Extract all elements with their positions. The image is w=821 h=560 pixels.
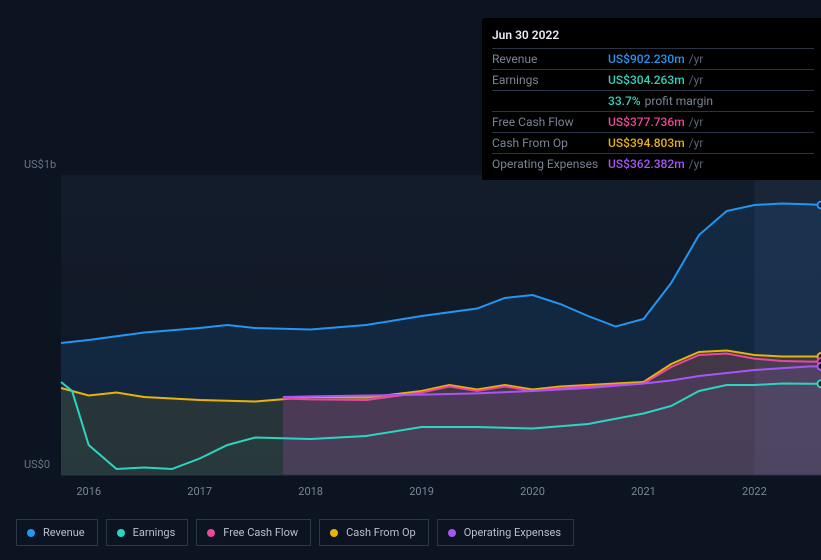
tooltip-metric-value: US$362.382m <box>608 157 685 171</box>
legend-swatch-icon <box>330 529 338 537</box>
tooltip-unit: /yr <box>689 73 704 87</box>
tooltip-row: RevenueUS$902.230m/yr <box>492 48 814 69</box>
legend-swatch-icon <box>448 529 456 537</box>
tooltip-row: Free Cash FlowUS$377.736m/yr <box>492 111 814 132</box>
legend-item[interactable]: Cash From Op <box>319 519 429 546</box>
tooltip-row: 33.7% profit margin <box>492 90 814 111</box>
x-axis-tick: 2017 <box>187 485 212 498</box>
tooltip-unit: /yr <box>689 52 704 66</box>
tooltip-row: Operating ExpensesUS$362.382m/yr <box>492 153 814 174</box>
y-axis-label-max: US$1b <box>24 158 56 171</box>
tooltip-metric-value: US$377.736m <box>608 115 685 129</box>
tooltip-metric-label: Cash From Op <box>492 136 608 150</box>
x-axis-tick: 2016 <box>76 485 101 498</box>
x-axis-tick: 2019 <box>409 485 434 498</box>
tooltip-metric-label: Free Cash Flow <box>492 115 608 129</box>
tooltip-metric-label: Operating Expenses <box>492 157 608 171</box>
y-axis-label-min: US$0 <box>24 458 50 471</box>
series-end-marker <box>818 363 821 370</box>
legend-label: Free Cash Flow <box>223 526 298 539</box>
legend-item[interactable]: Free Cash Flow <box>196 519 311 546</box>
x-axis-tick: 2022 <box>742 485 767 498</box>
legend-item[interactable]: Earnings <box>106 519 189 546</box>
legend-label: Cash From Op <box>346 526 416 539</box>
legend-swatch-icon <box>207 529 215 537</box>
tooltip-row: EarningsUS$304.263m/yr <box>492 69 814 90</box>
legend-swatch-icon <box>27 529 35 537</box>
tooltip-unit: /yr <box>689 157 704 171</box>
chart-legend: Revenue Earnings Free Cash Flow Cash From O… <box>16 519 574 546</box>
series-end-marker <box>818 380 821 387</box>
chart-tooltip: Jun 30 2022 RevenueUS$902.230m/yrEarning… <box>482 18 821 180</box>
tooltip-metric-value: US$304.263m <box>608 73 685 87</box>
tooltip-unit: /yr <box>689 115 704 129</box>
legend-item[interactable]: Operating Expenses <box>437 519 574 546</box>
tooltip-metric-label: Earnings <box>492 73 608 87</box>
x-axis-tick: 2020 <box>520 485 545 498</box>
tooltip-metric-value: US$902.230m <box>608 52 685 66</box>
legend-label: Earnings <box>133 526 176 539</box>
legend-label: Revenue <box>43 526 85 539</box>
tooltip-metric-label: Revenue <box>492 52 608 66</box>
chart-container: US$1b US$0 2016201720182019202020212022 … <box>16 0 805 560</box>
x-axis-tick: 2018 <box>298 485 323 498</box>
tooltip-title: Jun 30 2022 <box>492 24 814 48</box>
tooltip-sub-value: 33.7% <box>608 94 641 108</box>
tooltip-metric-value: US$394.803m <box>608 136 685 150</box>
legend-swatch-icon <box>117 529 125 537</box>
legend-label: Operating Expenses <box>464 526 561 539</box>
tooltip-unit: /yr <box>689 136 704 150</box>
x-axis-tick: 2021 <box>631 485 656 498</box>
legend-item[interactable]: Revenue <box>16 519 98 546</box>
series-end-marker <box>818 202 821 209</box>
tooltip-row: Cash From OpUS$394.803m/yr <box>492 132 814 153</box>
tooltip-sub-label: profit margin <box>645 94 713 108</box>
